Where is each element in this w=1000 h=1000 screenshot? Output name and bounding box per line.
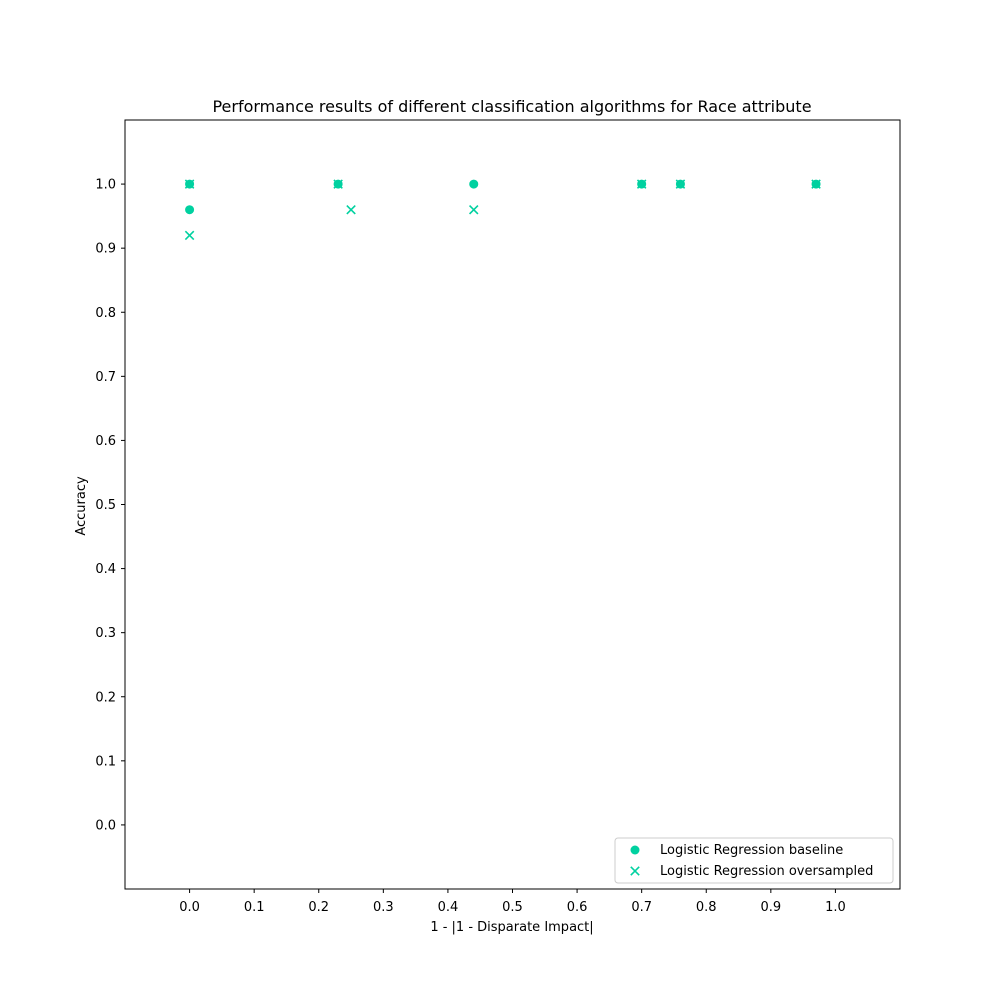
y-tick-label: 0.4 — [95, 562, 116, 577]
data-point-x — [184, 230, 195, 241]
y-tick-label: 0.7 — [95, 370, 116, 385]
x-tick-label: 0.3 — [373, 900, 394, 915]
data-points — [184, 179, 821, 241]
y-tick-label: 0.3 — [95, 626, 116, 641]
x-tick-label: 0.2 — [308, 900, 329, 915]
data-point-x — [333, 179, 343, 189]
legend-marker-x — [630, 866, 640, 876]
legend: Logistic Regression baseline Logistic Re… — [614, 837, 894, 884]
data-point-circle — [469, 179, 479, 189]
legend-label-baseline: Logistic Regression baseline — [660, 843, 843, 858]
x-tick-label: 0.9 — [760, 900, 781, 915]
series-1 — [184, 179, 821, 241]
data-point-x — [675, 179, 686, 189]
data-point-x — [468, 204, 479, 215]
x-tick-label: 0.6 — [567, 900, 588, 915]
y-tick-label: 1.0 — [95, 178, 116, 193]
plot-area-frame — [124, 119, 901, 890]
x-tick-label: 0.4 — [438, 900, 459, 915]
y-axis-label: Accuracy — [74, 476, 89, 536]
y-tick-label: 0.0 — [95, 818, 116, 833]
x-axis-label: 1 - |1 - Disparate Impact| — [430, 920, 593, 935]
legend-marker-circle — [630, 845, 640, 855]
legend-x-icon — [630, 866, 640, 876]
x-tick-label: 0.1 — [244, 900, 265, 915]
data-point-x — [811, 179, 821, 189]
data-point-x — [346, 204, 356, 215]
chart-title: Performance results of different classif… — [212, 97, 811, 116]
y-tick-label: 0.9 — [95, 242, 116, 257]
y-tick-label: 0.5 — [95, 498, 116, 513]
legend-circle-icon — [630, 845, 640, 855]
data-point-x — [636, 179, 647, 189]
x-tick-label: 0.0 — [179, 900, 200, 915]
y-tick-label: 0.1 — [95, 754, 116, 769]
axis-ticks: 0.0 0.1 0.2 0.3 0.4 0.5 0.6 0.7 0.8 0.9 1.0 0.0 0.1 0… — [95, 178, 845, 915]
data-point-x — [184, 179, 195, 189]
y-tick-label: 0.2 — [95, 690, 116, 705]
series-0 — [185, 179, 821, 215]
legend-box — [614, 837, 894, 884]
x-tick-label: 1.0 — [825, 900, 846, 915]
legend-label-oversampled: Logistic Regression oversampled — [660, 864, 873, 879]
y-tick-label: 0.6 — [95, 434, 116, 449]
x-tick-label: 0.5 — [502, 900, 523, 915]
y-tick-label: 0.8 — [95, 306, 116, 321]
data-point-circle — [185, 205, 195, 215]
x-tick-label: 0.7 — [631, 900, 652, 915]
x-tick-label: 0.8 — [696, 900, 717, 915]
